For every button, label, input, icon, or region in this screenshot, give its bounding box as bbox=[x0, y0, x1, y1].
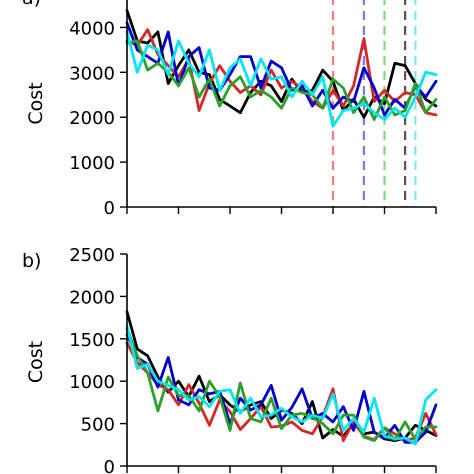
y-axis-label: Cost bbox=[25, 82, 47, 124]
y-tick-label-0: 0 bbox=[104, 198, 115, 219]
y-tick-label-3: 1500 bbox=[69, 330, 115, 351]
y-tick-label-1: 500 bbox=[81, 415, 115, 436]
y-tick-label-3: 3000 bbox=[69, 63, 115, 84]
series-line-0 bbox=[125, 8, 438, 119]
series-line-4 bbox=[125, 30, 438, 128]
y-tick-label-1: 1000 bbox=[69, 153, 115, 174]
y-tick-label-0: 0 bbox=[104, 457, 115, 474]
panel-label: a) bbox=[22, 0, 41, 9]
series-line-3 bbox=[125, 39, 438, 121]
series-line-1 bbox=[125, 28, 438, 117]
y-axis-label: Cost bbox=[25, 341, 47, 383]
series-line-3 bbox=[125, 327, 438, 443]
panel-b: 0 500 1000 1500 2000 2500 Cost b) bbox=[22, 245, 438, 474]
y-tick-label-4: 2000 bbox=[69, 287, 115, 308]
panel-a: 0 1000 2000 3000 4000 Cost a) bbox=[22, 0, 438, 219]
series-line-2 bbox=[125, 333, 438, 444]
series-line-4 bbox=[125, 324, 438, 446]
panel-label: b) bbox=[22, 250, 41, 272]
y-tick-label-5: 2500 bbox=[69, 245, 115, 266]
y-tick-label-2: 1000 bbox=[69, 372, 115, 393]
y-tick-label-2: 2000 bbox=[69, 108, 115, 129]
y-tick-label-4: 4000 bbox=[69, 18, 115, 39]
